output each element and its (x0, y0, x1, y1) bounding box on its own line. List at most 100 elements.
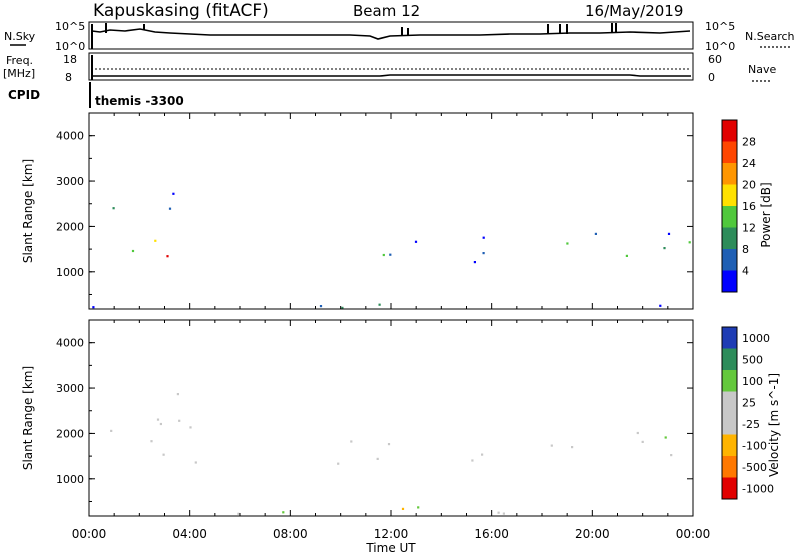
colorbar-tick-label: 8 (742, 243, 749, 256)
echo-cell (389, 253, 392, 256)
echo-cell (112, 207, 115, 210)
echo-cell (378, 303, 381, 306)
xtick-label: 16:00 (474, 527, 509, 541)
power-colorbar-label: Power [dB] (759, 182, 773, 247)
power-echoes (92, 192, 691, 309)
echo-cell (162, 453, 165, 456)
xtick-label: 00:00 (676, 527, 711, 541)
colorbar-swatch (722, 270, 737, 293)
echo-cell (189, 426, 192, 429)
echo-cell (376, 457, 379, 460)
colorbar-swatch (722, 184, 737, 207)
colorbar-tick-label: -100 (742, 439, 767, 452)
colorbar-swatch (722, 120, 737, 142)
echo-cell (471, 459, 474, 462)
colorbar-swatch (722, 227, 737, 250)
echo-cell (150, 440, 153, 443)
velocity-colorbar-label-text: Velocity [m s^-1] (767, 373, 781, 477)
echo-cell (473, 261, 476, 264)
echo-cell (337, 462, 340, 465)
nave-bottom-tick: 0 (708, 71, 715, 84)
colorbar-tick-label: 1000 (742, 332, 770, 345)
colorbar-swatch (722, 348, 737, 371)
echo-cell (176, 393, 179, 396)
echo-cell (482, 252, 485, 255)
velocity-panel-frame (88, 319, 694, 517)
nsearch-top-tick: 10^5 (705, 20, 735, 33)
echo-cell (663, 247, 666, 250)
ytick-label: 1000 (56, 266, 84, 279)
colorbar-swatch (722, 477, 737, 500)
xtick-label: 04:00 (172, 527, 207, 541)
power-panel: 1000 2000 3000 4000 Slant Range [km] 4 8 12 16… (21, 112, 773, 310)
time-xlabel: Time UT (365, 541, 416, 554)
echo-cell (659, 304, 662, 307)
velocity-panel: 1000 2000 3000 4000 Slant Range [km] 1000 50… (21, 319, 781, 517)
cpid-value: themis -3300 (95, 94, 184, 108)
echo-cell (401, 507, 405, 510)
echo-cell (481, 453, 484, 456)
colorbar-tick-label: 25 (742, 396, 756, 409)
echo-cell (641, 440, 644, 443)
echo-cell (194, 461, 197, 464)
echo-cell (502, 512, 505, 515)
colorbar-tick-label: 28 (742, 136, 756, 149)
colorbar-swatch (722, 456, 737, 478)
velocity-colorbar: 1000 500 100 25 -25 -100 -500 -1000 (721, 326, 774, 500)
time-axis-labels: 00:00 04:00 08:00 12:00 16:00 20:00 00:00 (72, 527, 711, 541)
colorbar-tick-label: 100 (742, 375, 763, 388)
echo-cell (688, 241, 691, 244)
echo-cell (341, 306, 344, 309)
colorbar-tick-label: -1000 (742, 482, 774, 495)
echo-cell (154, 239, 157, 242)
xtick-label: 08:00 (273, 527, 308, 541)
colorbar-tick-label: 12 (742, 222, 756, 235)
colorbar-swatch (722, 206, 737, 228)
echo-cell (168, 207, 172, 210)
nsearch-bottom-tick: 10^0 (705, 40, 735, 53)
echo-cell (670, 454, 673, 457)
echo-cell (550, 444, 553, 447)
cpid-label: CPID (8, 88, 40, 102)
nave-label: Nave (748, 63, 776, 76)
nave-top-tick: 60 (708, 53, 722, 66)
nsky-label: N.Sky (4, 30, 36, 43)
xtick-label: 12:00 (374, 527, 409, 541)
velocity-axis-ticks: 1000 2000 3000 4000 (56, 320, 694, 516)
nsky-panel-frame (88, 21, 694, 50)
power-colorbar: 4 8 12 16 20 24 28 (721, 119, 756, 293)
freq-bottom-tick: 8 (65, 71, 72, 84)
colorbar-tick-label: -500 (742, 461, 767, 474)
colorbar-swatch (722, 413, 737, 435)
echo-cell (110, 429, 113, 432)
echo-cell (166, 255, 169, 258)
freq-label: Freq. (6, 54, 33, 67)
power-axis-ticks: 1000 2000 3000 4000 (56, 113, 694, 309)
echo-cell (172, 192, 175, 195)
freq-top-tick: 18 (63, 53, 77, 66)
colorbar-swatch (722, 163, 737, 185)
xtick-label: 20:00 (575, 527, 610, 541)
colorbar-swatch (722, 327, 737, 349)
nsearch-label: N.Search (745, 30, 795, 43)
freq-trace (91, 74, 691, 77)
echo-cell (159, 422, 162, 426)
echo-cell (566, 242, 569, 245)
echo-cell (350, 440, 353, 443)
colorbar-swatch (722, 141, 737, 164)
velocity-colorbar-label: Velocity [m s^-1] (767, 373, 781, 477)
colorbar-tick-label: 16 (742, 200, 756, 213)
nsky-bottom-tick: 10^0 (55, 40, 85, 53)
echo-cell (282, 511, 285, 514)
echo-cell (625, 254, 628, 257)
ytick-label: 4000 (56, 130, 84, 143)
echo-cell (594, 232, 597, 235)
echo-cell (131, 249, 135, 253)
ytick-label: 2000 (56, 220, 84, 233)
freq-panel-frame (88, 52, 694, 81)
beam-title: Beam 12 (353, 2, 420, 20)
echo-cell (382, 253, 385, 257)
colorbar-frame (721, 326, 738, 500)
freq-unit: [MHz] (3, 67, 35, 80)
